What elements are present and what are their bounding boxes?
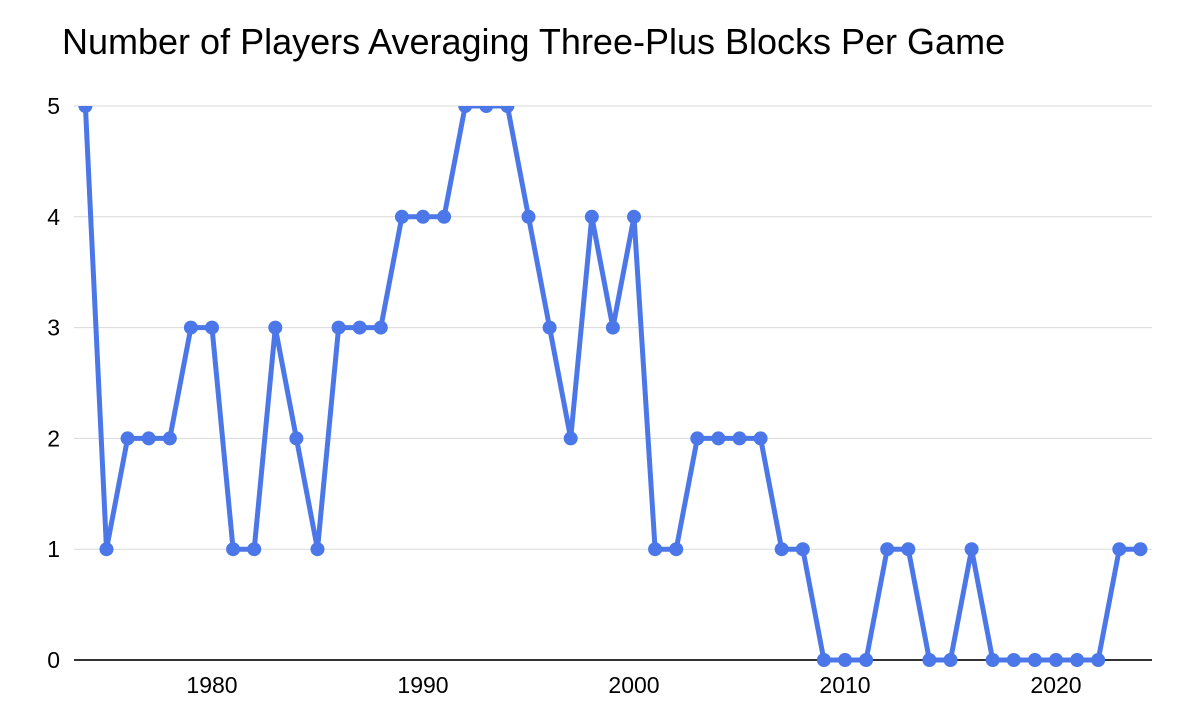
y-tick-label: 3 [47,315,60,341]
data-point [1027,653,1042,667]
data-point [394,209,409,224]
y-tick-label: 5 [47,93,60,119]
data-point [774,542,789,557]
data-point [1133,542,1148,557]
x-tick-label: 2020 [1030,672,1081,698]
data-point [838,653,852,667]
data-point [331,320,346,335]
data-point [605,320,620,335]
data-point [268,320,283,335]
y-tick-label: 0 [47,647,60,673]
data-point [226,542,241,557]
y-tick-label: 2 [47,425,60,451]
data-point [753,431,768,446]
gridlines [74,105,1152,661]
x-tick-label: 1980 [186,672,237,698]
data-point [711,431,726,446]
data-point [901,542,916,557]
data-point [985,653,1000,667]
data-point [1070,653,1085,667]
data-point [289,431,304,446]
x-tick-label: 2000 [608,672,659,698]
data-point [1049,653,1063,667]
data-point [943,653,958,667]
data-point [1091,653,1106,667]
data-point [162,431,177,446]
data-point [584,209,599,224]
data-point [78,106,93,113]
data-point [880,542,895,557]
data-point [521,209,536,224]
data-point [964,542,979,557]
data-point [310,542,325,557]
data-point [1006,653,1021,667]
x-tick-label: 1990 [397,672,448,698]
data-point [1112,542,1127,557]
x-tick-label: 2010 [819,672,870,698]
data-point [373,320,388,335]
y-tick-label: 4 [47,204,60,230]
data-point [690,431,705,446]
chart-title: Number of Players Averaging Three-Plus B… [62,21,1006,62]
data-point [627,209,641,224]
data-point [816,653,831,667]
axis-labels: 0 1 2 3 4 5 1980 1990 2000 2010 2020 [47,93,1081,698]
data-point [732,431,747,446]
data-point [120,431,135,446]
data-point [479,106,494,113]
data-point [183,320,198,335]
data-point [99,542,114,557]
y-tick-label: 1 [47,536,60,562]
data-point [648,542,663,557]
data-point [669,542,684,557]
data-point [542,320,557,335]
data-point [352,320,367,335]
series [78,106,1148,667]
data-point [795,542,810,557]
data-point [458,106,473,113]
data-point [859,653,874,667]
series-line [82,106,1141,663]
data-point [922,653,937,667]
data-point [563,431,578,446]
data-point [205,320,219,335]
data-point [247,542,262,557]
data-point [437,209,452,224]
data-point [141,431,156,446]
data-point [500,106,515,113]
data-point [416,209,430,224]
